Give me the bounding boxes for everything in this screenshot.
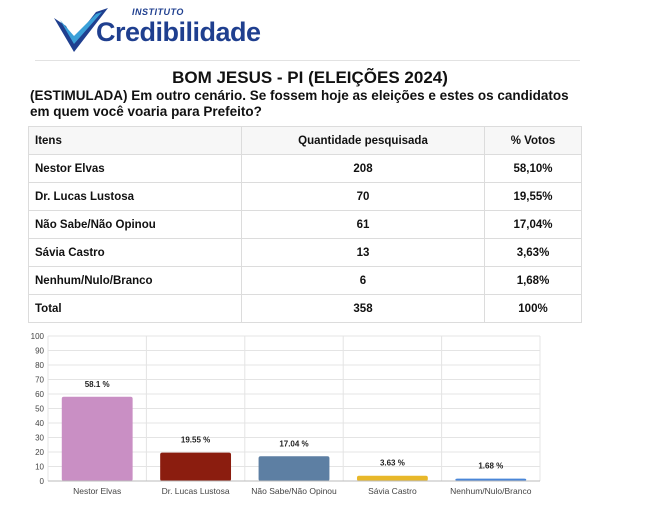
x-tick-label: Nestor Elvas [73,486,121,496]
bar [356,475,428,481]
y-tick-label: 50 [35,405,44,414]
cell-percent: 19,55% [484,182,582,211]
y-tick-label: 30 [35,434,44,443]
bar [160,452,232,481]
data-label: 19.55 % [181,436,210,445]
y-tick-label: 0 [40,477,45,486]
bar [61,396,133,481]
cell-percent: 17,04% [484,210,582,239]
x-tick-label: Nenhum/Nulo/Branco [450,486,532,496]
bar-chart-svg: 0 10 20 30 40 50 60 70 80 90 100 58.1 % Nestor Elvas… [31,332,541,496]
x-tick-label: Sávia Castro [368,486,417,496]
bar [455,478,527,481]
bar-chart: 0 10 20 30 40 50 60 70 80 90 100 58.1 % Nestor Elvas… [0,328,657,507]
y-tick-label: 80 [35,361,44,370]
y-tick-label: 10 [35,463,44,472]
logo-tagline: INSTITUTO [132,7,184,17]
header-percent: % Votos [484,126,582,155]
results-table: Itens Quantidade pesquisada % Votos Nest… [28,126,582,323]
cell-quantity: 208 [241,154,485,183]
table-row: Dr. Lucas Lustosa 70 19,55% [28,182,582,211]
cell-item: Total [28,294,242,323]
cell-percent: 3,63% [484,238,582,267]
header-quantity: Quantidade pesquisada [241,126,485,155]
y-tick-label: 60 [35,390,44,399]
y-tick-label: 100 [31,332,45,341]
logo-wordmark: Credibilidade [96,17,261,47]
cell-percent: 1,68% [484,266,582,295]
cell-quantity: 13 [241,238,485,267]
data-label: 58.1 % [85,380,110,389]
y-tick-label: 40 [35,419,44,428]
cell-percent: 58,10% [484,154,582,183]
cell-percent: 100% [484,294,582,323]
table-row: Não Sabe/Não Opinou 61 17,04% [28,210,582,239]
header-divider [35,60,580,61]
y-tick-label: 70 [35,376,44,385]
cell-item: Nestor Elvas [28,154,242,183]
question-text: (ESTIMULADA) Em outro cenário. Se fossem… [30,88,569,119]
cell-item: Nenhum/Nulo/Branco [28,266,242,295]
x-tick-label: Dr. Lucas Lustosa [162,486,230,496]
table-row: Nenhum/Nulo/Branco 6 1,68% [28,266,582,295]
data-label: 3.63 % [380,459,405,468]
cell-item: Sávia Castro [28,238,242,267]
data-label: 17.04 % [279,439,308,448]
logo-check-icon [54,8,108,52]
bar [258,456,330,481]
table-header-row: Itens Quantidade pesquisada % Votos [28,126,582,155]
x-tick-label: Não Sabe/Não Opinou [251,486,337,496]
cell-quantity: 61 [241,210,485,239]
data-label: 1.68 % [478,462,503,471]
header-items: Itens [28,126,242,155]
cell-quantity: 70 [241,182,485,211]
y-tick-label: 90 [35,347,44,356]
y-tick-label: 20 [35,448,44,457]
table-total-row: Total 358 100% [28,294,582,323]
cell-item: Não Sabe/Não Opinou [28,210,242,239]
cell-quantity: 358 [241,294,485,323]
table-row: Nestor Elvas 208 58,10% [28,154,582,183]
page-title: BOM JESUS - PI (ELEIÇÕES 2024) [172,68,448,87]
cell-quantity: 6 [241,266,485,295]
cell-item: Dr. Lucas Lustosa [28,182,242,211]
table-row: Sávia Castro 13 3,63% [28,238,582,267]
